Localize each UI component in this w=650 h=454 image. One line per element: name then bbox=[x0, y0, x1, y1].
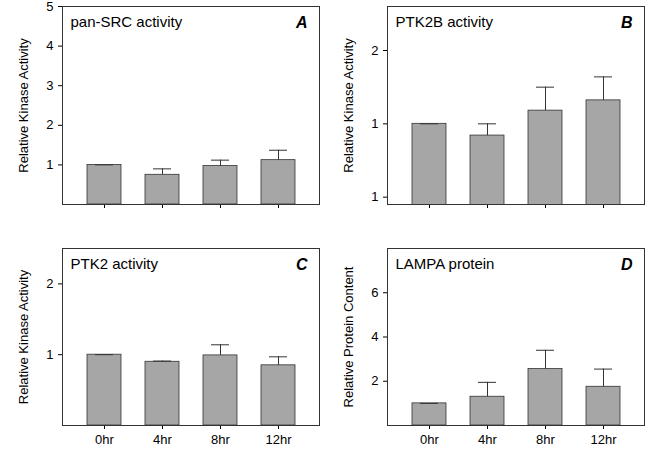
svg-text:B: B bbox=[621, 14, 633, 31]
svg-text:A: A bbox=[295, 14, 308, 31]
svg-text:4hr: 4hr bbox=[478, 432, 497, 447]
svg-text:6: 6 bbox=[371, 285, 378, 300]
svg-text:C: C bbox=[296, 256, 308, 273]
svg-text:0hr: 0hr bbox=[420, 432, 439, 447]
svg-text:1: 1 bbox=[371, 116, 378, 131]
svg-text:2: 2 bbox=[46, 117, 53, 132]
svg-text:PTK2 activity: PTK2 activity bbox=[71, 255, 159, 272]
svg-text:12hr: 12hr bbox=[590, 432, 617, 447]
svg-text:Relative Protein Content: Relative Protein Content bbox=[341, 266, 356, 407]
svg-text:0hr: 0hr bbox=[95, 432, 114, 447]
svg-text:4: 4 bbox=[371, 329, 378, 344]
svg-text:3: 3 bbox=[46, 78, 53, 93]
svg-text:8hr: 8hr bbox=[211, 432, 230, 447]
svg-text:1: 1 bbox=[371, 189, 378, 204]
svg-text:8hr: 8hr bbox=[536, 432, 555, 447]
svg-text:pan-SRC activity: pan-SRC activity bbox=[71, 13, 183, 30]
svg-text:Relative Kinase Activity: Relative Kinase Activity bbox=[341, 38, 356, 173]
svg-text:PTK2B activity: PTK2B activity bbox=[396, 13, 494, 30]
svg-text:2: 2 bbox=[371, 373, 378, 388]
svg-text:Relative Kinase Activity: Relative Kinase Activity bbox=[16, 269, 31, 404]
svg-text:4hr: 4hr bbox=[153, 432, 172, 447]
svg-text:2: 2 bbox=[371, 43, 378, 58]
svg-text:D: D bbox=[621, 256, 633, 273]
svg-text:4: 4 bbox=[46, 38, 53, 53]
svg-text:2: 2 bbox=[46, 276, 53, 291]
svg-text:Relative Kinase Activity: Relative Kinase Activity bbox=[16, 38, 31, 173]
svg-text:1: 1 bbox=[46, 157, 53, 172]
svg-text:12hr: 12hr bbox=[265, 432, 292, 447]
svg-text:LAMPA protein: LAMPA protein bbox=[396, 255, 495, 272]
svg-text:1: 1 bbox=[46, 347, 53, 362]
svg-text:5: 5 bbox=[46, 0, 53, 14]
